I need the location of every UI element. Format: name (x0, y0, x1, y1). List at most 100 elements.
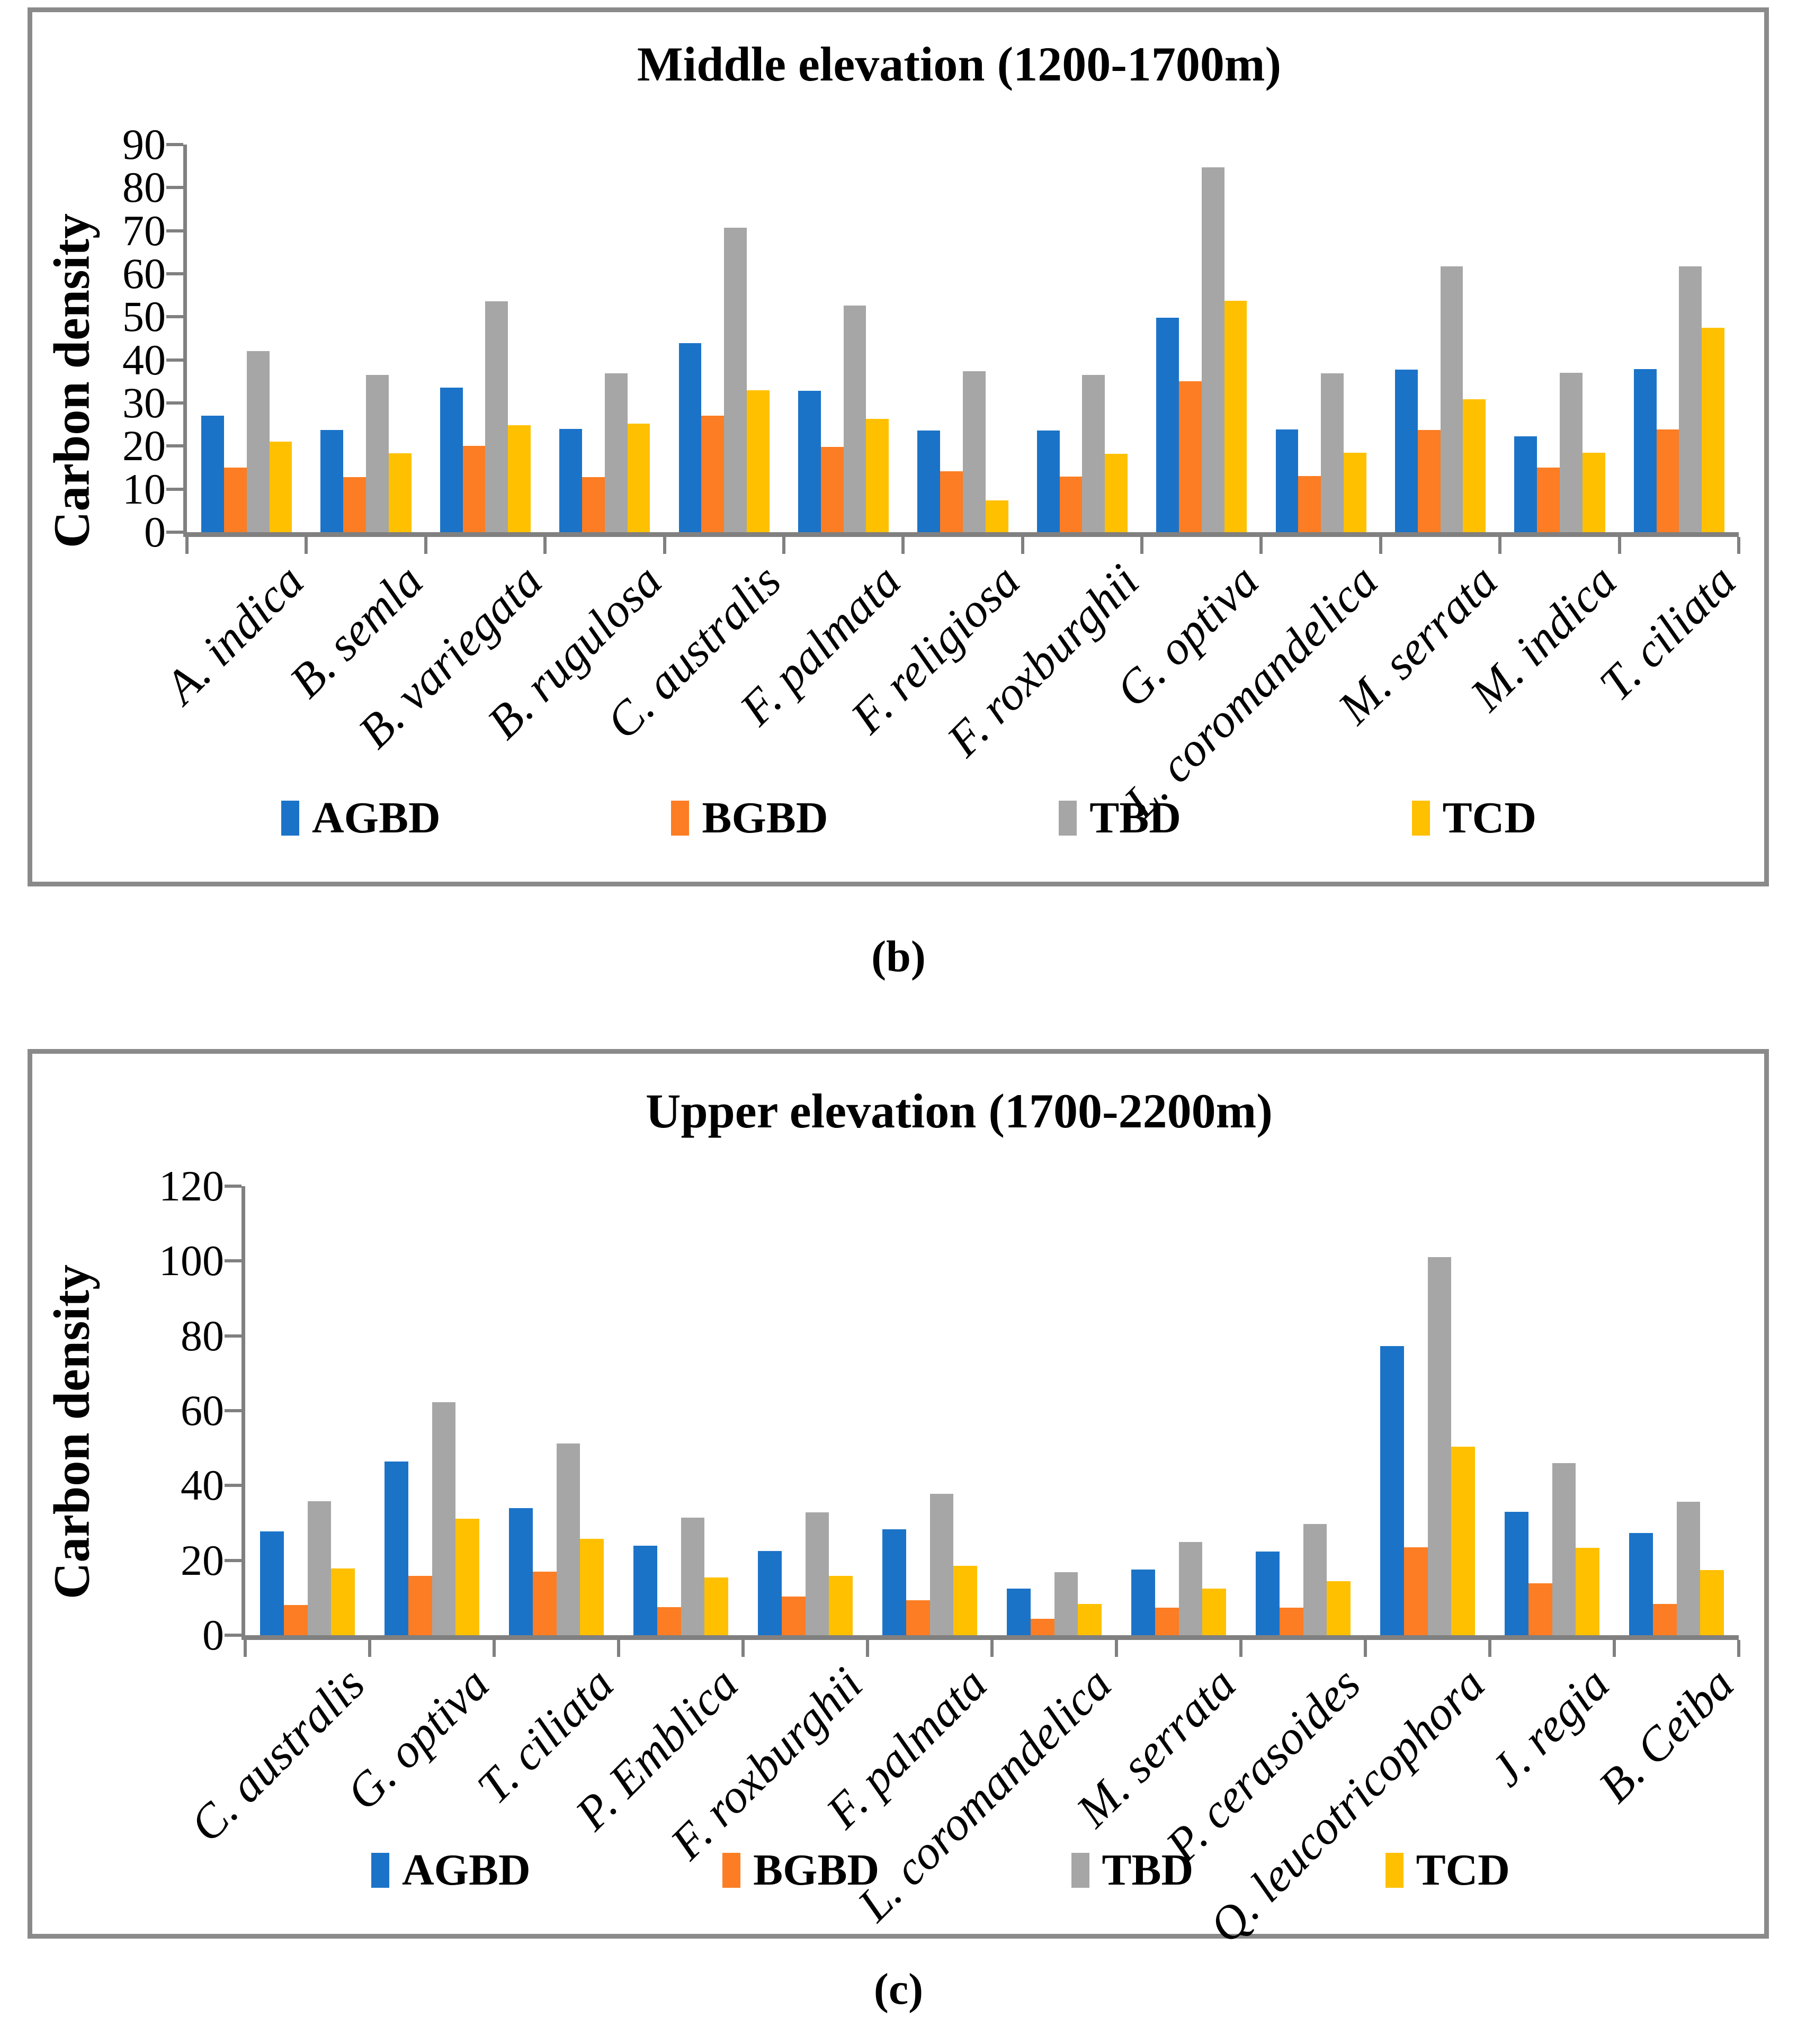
bar-BGBD (1537, 468, 1560, 532)
panel-caption-b: (b) (871, 932, 926, 981)
bar-AGBD (1394, 369, 1418, 532)
bar-AGBD (1156, 317, 1179, 532)
bar-TBD (366, 375, 389, 532)
bar-group (1500, 145, 1619, 532)
bar-AGBD (798, 391, 821, 532)
bar-TBD (681, 1518, 705, 1635)
bar-BGBD (940, 471, 963, 532)
legend-label: BGBD (753, 1845, 880, 1895)
bar-group (619, 1186, 743, 1635)
legend-swatch-BGBD (722, 1853, 741, 1888)
y-tick-label: 10 (122, 464, 166, 513)
legend-label: TCD (1416, 1845, 1510, 1895)
bar-TBD (604, 373, 628, 532)
x-tick-label: A. indica (155, 554, 314, 714)
bar-TCD (866, 419, 889, 532)
bar-TCD (269, 442, 292, 532)
panel-caption-c: (c) (873, 1965, 924, 2014)
bar-BGBD (781, 1596, 806, 1635)
bar-AGBD (1036, 431, 1060, 532)
bar-group (903, 145, 1022, 532)
y-axis-tick (166, 315, 183, 319)
legend: AGBD BGBD TBD TCD (281, 796, 1536, 840)
bar-AGBD (758, 1551, 782, 1635)
x-tick-label: C. australis (180, 1657, 374, 1852)
y-axis-labels: 90 80 70 60 50 40 30 20 10 0 (32, 123, 166, 554)
x-axis-tick (1115, 1640, 1118, 1657)
bar-TCD (1463, 399, 1486, 532)
bar-TBD (1082, 375, 1105, 532)
bar-group (1262, 145, 1381, 532)
bar-TBD (929, 1493, 954, 1635)
bar-AGBD (1505, 1511, 1528, 1635)
bar-group (494, 1186, 619, 1635)
bar-TCD (388, 453, 412, 532)
y-axis-tick (166, 186, 183, 190)
bar-TCD (1576, 1548, 1599, 1635)
x-axis-tick (741, 1640, 745, 1657)
bar-group (1614, 1186, 1739, 1635)
bar-TCD (1078, 1604, 1102, 1635)
legend-item-TBD: TBD (1059, 796, 1181, 840)
bar-BGBD (462, 446, 486, 532)
y-tick-label: 120 (159, 1162, 224, 1210)
bar-BGBD (283, 1605, 308, 1635)
bar-BGBD (1528, 1583, 1552, 1635)
bar-TBD (1303, 1524, 1327, 1635)
legend-item-AGBD: AGBD (281, 796, 441, 840)
bar-BGBD (701, 416, 725, 532)
bar-BGBD (223, 468, 247, 532)
x-axis-tick (1364, 1640, 1367, 1657)
legend-item-BGBD: BGBD (671, 796, 828, 840)
bar-group (1241, 1186, 1365, 1635)
bar-TBD (1054, 1572, 1078, 1635)
legend-swatch-AGBD (371, 1853, 389, 1888)
bar-group (868, 1186, 992, 1635)
legend-item-TBD: TBD (1071, 1845, 1194, 1895)
legend-swatch-TBD (1059, 801, 1077, 836)
bar-AGBD (1275, 429, 1299, 532)
bar-group (1142, 145, 1261, 532)
legend-item-TCD: TCD (1385, 1848, 1510, 1893)
bar-AGBD (1007, 1589, 1031, 1635)
y-axis-tick (225, 1185, 242, 1188)
bar-TCD (1224, 301, 1247, 532)
legend-label: TBD (1102, 1845, 1194, 1895)
x-axis-tick (1737, 537, 1740, 554)
y-tick-label: 80 (122, 163, 166, 212)
bar-BGBD (1030, 1618, 1054, 1635)
y-axis-tick (225, 1259, 242, 1263)
legend-swatch-BGBD (671, 801, 690, 836)
y-axis-tick (166, 143, 183, 146)
bar-BGBD (1417, 430, 1441, 532)
bar-TBD (556, 1444, 580, 1635)
bar-TCD (953, 1565, 977, 1635)
bar-TCD (1582, 452, 1605, 532)
x-axis-tick (782, 537, 785, 554)
bar-TBD (432, 1402, 456, 1635)
bar-TBD (1201, 167, 1224, 532)
bar-AGBD (882, 1529, 906, 1635)
bar-BGBD (1179, 381, 1202, 532)
y-axis-tick (225, 1484, 242, 1487)
x-axis-tick (244, 1640, 247, 1657)
bar-TBD (843, 306, 866, 532)
bar-TBD (1427, 1257, 1452, 1635)
y-tick-label: 50 (122, 292, 166, 341)
legend-item-BGBD: BGBD (722, 1848, 879, 1893)
bar-group (1365, 1186, 1490, 1635)
x-axis-tick (990, 1640, 994, 1657)
bar-TCD (747, 390, 770, 532)
y-tick-label: 90 (122, 120, 166, 168)
y-tick-label: 60 (181, 1386, 224, 1435)
x-axis-tick (901, 537, 905, 554)
x-axis-tick (1379, 537, 1382, 554)
y-tick-label: 0 (144, 508, 166, 556)
y-tick-label: 40 (122, 335, 166, 384)
bar-BGBD (657, 1607, 681, 1635)
bar-AGBD (201, 416, 224, 532)
bar-group (545, 145, 664, 532)
y-axis-tick (166, 229, 183, 232)
bar-BGBD (532, 1571, 557, 1635)
